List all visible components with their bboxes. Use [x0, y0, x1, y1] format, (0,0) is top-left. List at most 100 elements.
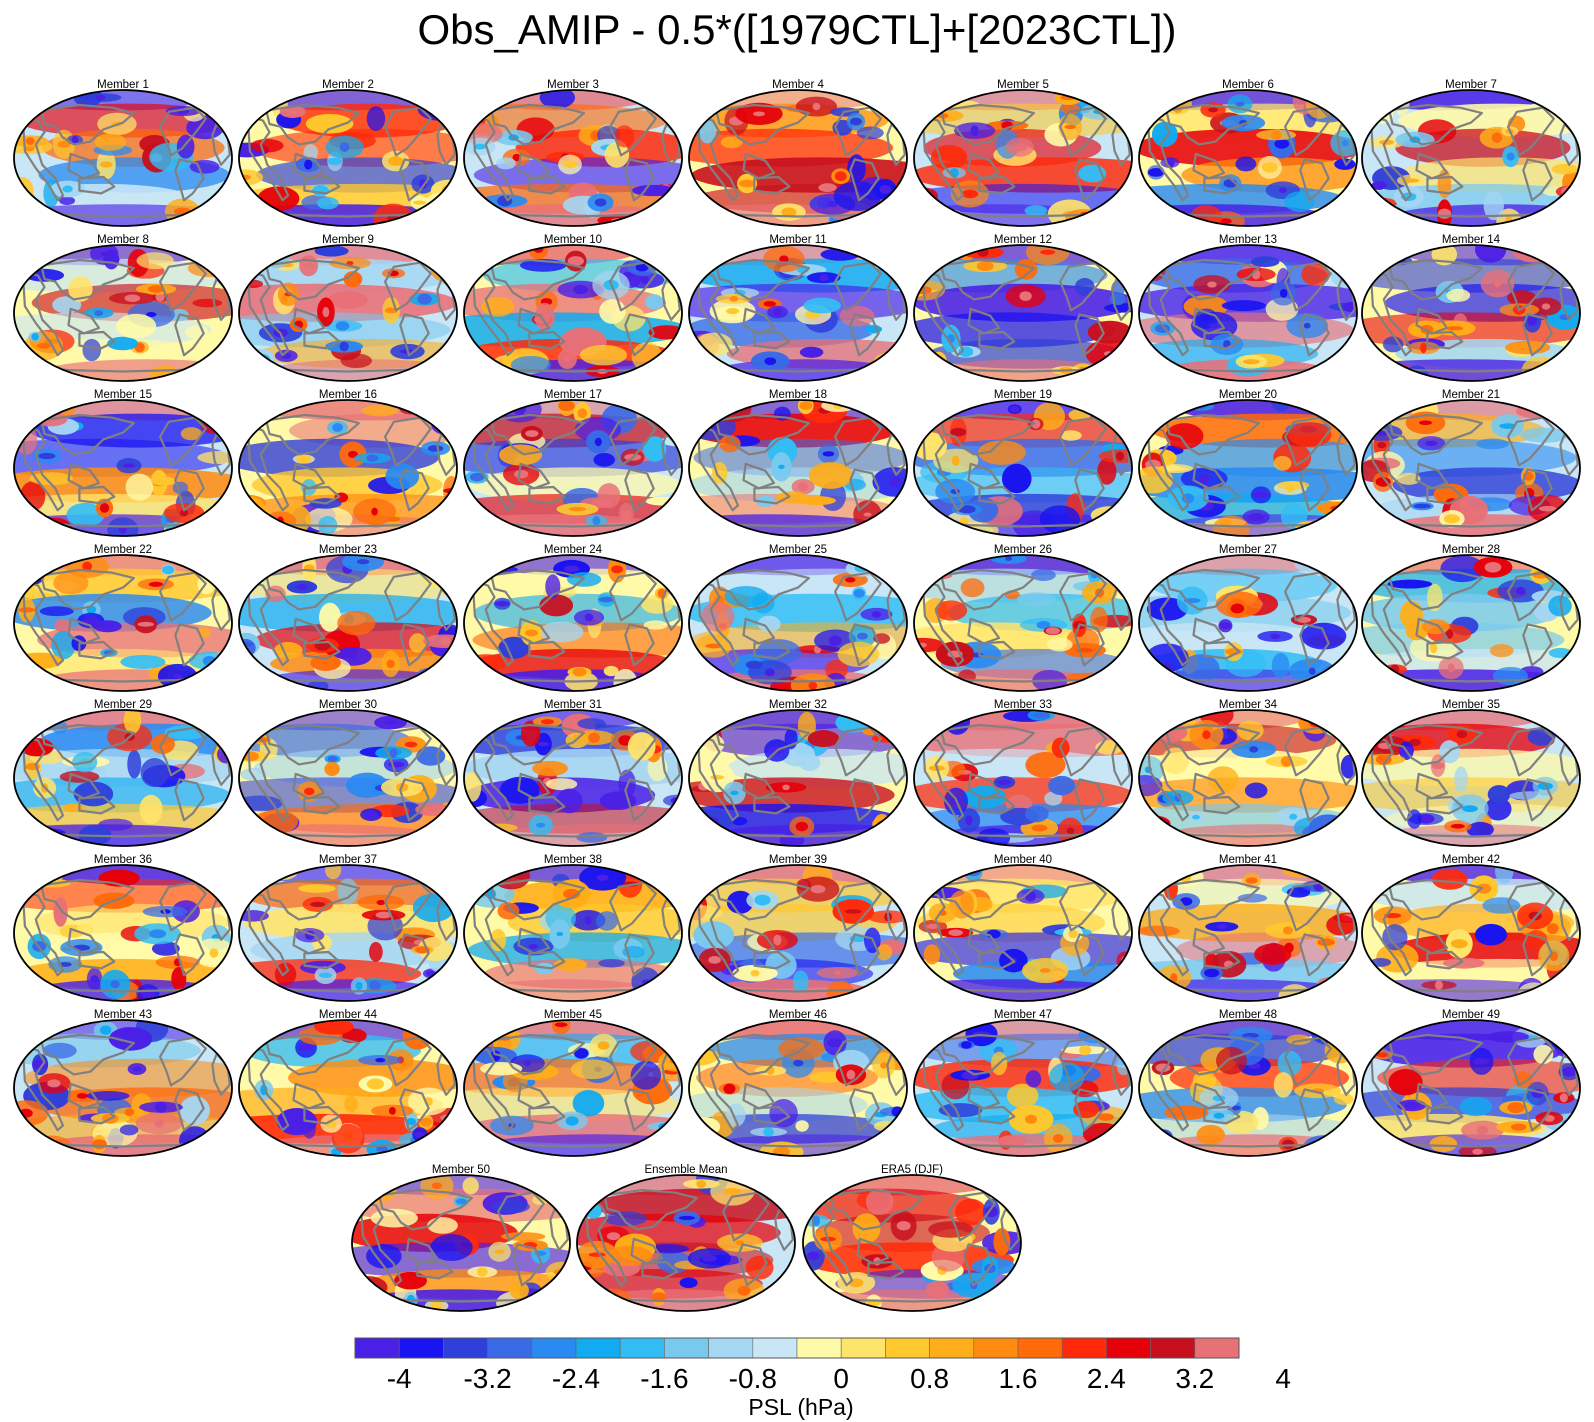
continent-outline — [753, 640, 791, 660]
continent-outline — [497, 1191, 545, 1242]
continent-outline — [528, 485, 566, 505]
continent-outline — [490, 1033, 585, 1076]
continent-outline — [753, 1105, 791, 1125]
continent-outline — [978, 950, 1016, 970]
map-frame — [1138, 554, 1358, 692]
continent-outline — [921, 114, 965, 202]
colorbar-tick-label: 3.2 — [1175, 1363, 1214, 1394]
continent-outline — [78, 950, 116, 970]
map-frame — [13, 1019, 233, 1157]
continent-outline — [78, 1105, 116, 1125]
continent-outline — [384, 726, 432, 777]
colorbar: -4 -3.2 -2.4 -1.6 -0.8 0 0.8 1.6 2.4 3.2 4 PSL (hPa… — [354, 1337, 1291, 1420]
continent-outline — [967, 617, 1001, 645]
map-panel: Member 24 — [463, 544, 683, 692]
continent-outline — [384, 571, 432, 622]
panel-title: Member 35 — [1442, 699, 1500, 711]
continent-outline — [528, 950, 566, 970]
continent-outline — [1192, 772, 1226, 800]
panel-title: ERA5 (DJF) — [881, 1164, 943, 1176]
panel-title: Member 44 — [319, 1009, 378, 1021]
continent-outline — [517, 1082, 551, 1110]
figure-title: Obs_AMIP - 0.5*([1979CTL]+[2023CTL]) — [417, 6, 1176, 53]
map-field — [1362, 710, 1580, 846]
continent-outline — [849, 778, 880, 822]
continent-outline — [517, 307, 551, 335]
continent-outline — [1507, 416, 1555, 467]
continent-outline — [384, 106, 432, 157]
continent-outline — [715, 1033, 810, 1076]
continent-outline — [246, 424, 290, 512]
continent-outline — [490, 568, 585, 611]
continent-outline — [1059, 726, 1107, 777]
map-frame — [463, 709, 683, 847]
continent-outline — [978, 175, 1016, 195]
map-panel: Member 38 — [463, 854, 683, 1002]
map-frame — [238, 244, 458, 382]
map-field — [1139, 555, 1357, 691]
continent-outline — [940, 723, 1035, 766]
panel-title: Member 50 — [432, 1164, 490, 1176]
colorbar-tick-label: 2.4 — [1087, 1363, 1126, 1394]
continent-outline — [399, 778, 430, 822]
continent-outline — [1192, 307, 1226, 335]
colorbar-tick-label: -1.6 — [640, 1363, 688, 1394]
continent-outline — [1284, 571, 1332, 622]
map-frame — [463, 864, 683, 1002]
continent-outline — [1369, 734, 1413, 822]
continent-outline — [1388, 258, 1483, 301]
continent-outline — [624, 1088, 655, 1132]
continent-outline — [1203, 1105, 1241, 1125]
continent-outline — [867, 1260, 905, 1280]
colorbar-frame — [354, 1337, 1240, 1359]
panel-title: Member 48 — [1219, 1009, 1277, 1021]
continent-outline — [292, 1082, 326, 1110]
continent-outline — [753, 175, 791, 195]
panel-title: Member 15 — [94, 389, 152, 401]
map-frame — [13, 89, 233, 227]
map-panel: Member 47 — [913, 1009, 1133, 1157]
continent-outline — [921, 269, 965, 357]
continent-outline — [528, 640, 566, 660]
continent-outline — [265, 568, 360, 611]
map-field — [1139, 245, 1357, 381]
map-field — [352, 1175, 570, 1311]
continent-outline — [246, 114, 290, 202]
panel-title: Member 34 — [1219, 699, 1278, 711]
map-frame — [913, 709, 1133, 847]
continent-outline — [1426, 950, 1464, 970]
map-panel: Member 1 — [13, 79, 233, 227]
panel-title: Member 45 — [544, 1009, 602, 1021]
map-frame — [238, 864, 458, 1002]
continent-outline — [696, 579, 740, 667]
map-panel: Member 26 — [913, 544, 1133, 692]
continent-outline — [1369, 114, 1413, 202]
continent-outline — [384, 416, 432, 467]
continent-outline — [810, 1199, 854, 1287]
continent-outline — [1522, 623, 1553, 667]
colorbar-swatch — [1150, 1337, 1196, 1359]
continent-outline — [1426, 485, 1464, 505]
map-panel: Member 12 — [913, 234, 1133, 382]
continent-outline — [1415, 1082, 1449, 1110]
continent-outline — [1426, 1105, 1464, 1125]
continent-outline — [624, 623, 655, 667]
map-frame — [13, 864, 233, 1002]
continent-outline — [490, 723, 585, 766]
colorbar-swatch — [752, 1337, 798, 1359]
continent-outline — [1059, 106, 1107, 157]
panel-title: Member 41 — [1219, 854, 1277, 866]
colorbar-swatch — [840, 1337, 886, 1359]
map-panels: Member 1 Member 2 Member 3 Member 4 Member 5… — [13, 79, 1581, 1312]
continent-outline — [715, 413, 810, 456]
continent-outline — [399, 158, 430, 202]
continent-outline — [40, 103, 135, 146]
colorbar-tick-label: -2.4 — [552, 1363, 600, 1394]
continent-outline — [742, 927, 776, 955]
continent-outline — [624, 313, 655, 357]
continent-outline — [490, 258, 585, 301]
continent-outline — [1388, 103, 1483, 146]
map-field — [914, 710, 1132, 846]
map-field — [577, 1175, 795, 1311]
map-frame — [1361, 89, 1581, 227]
